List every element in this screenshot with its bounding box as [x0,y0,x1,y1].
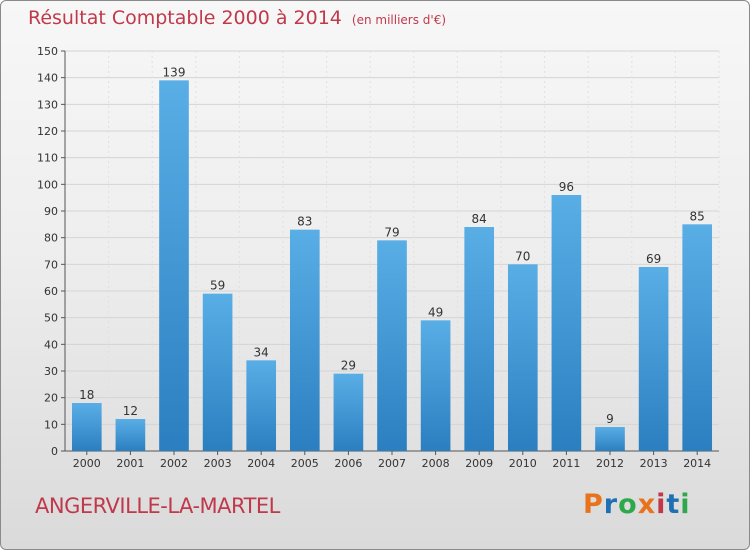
bar-2011 [551,195,582,451]
logo-letter: i [680,489,691,520]
bar-value-label: 79 [384,225,399,239]
x-tick-label: 2014 [683,457,711,470]
y-tick-label: 80 [44,232,58,245]
y-tick-label: 140 [37,72,58,85]
logo-letter: i [656,489,667,520]
bar-2010 [507,264,538,451]
y-tick-label: 110 [37,152,58,165]
y-tick-label: 30 [44,365,58,378]
y-tick-label: 40 [44,338,58,351]
x-tick-label: 2011 [552,457,580,470]
bar-2005 [289,229,320,451]
bar-value-label: 70 [515,249,530,263]
bar-value-label: 69 [646,252,661,266]
bar-value-label: 34 [254,345,269,359]
x-tick-label: 2001 [116,457,144,470]
x-tick-label: 2002 [160,457,188,470]
x-tick-label: 2005 [291,457,319,470]
bar-2009 [464,227,495,451]
logo-letter: x [637,489,657,520]
bars [71,80,713,451]
bar-value-label: 12 [123,404,138,418]
y-tick-label: 100 [37,178,58,191]
bar-value-label: 85 [690,209,705,223]
bar-2006 [333,373,364,451]
x-tick-label: 2006 [334,457,362,470]
y-tick-label: 10 [44,418,58,431]
bar-value-label: 49 [428,305,443,319]
proxiti-logo: Proxiti [583,489,691,520]
x-tick-label: 2007 [378,457,406,470]
bar-value-label: 83 [297,215,312,229]
logo-letter: t [666,489,681,520]
labels: 0 10 20 30 40 50 60 70 80 90 100 110 120 130 140 150 18 2… [37,45,711,470]
bar-value-label: 29 [341,359,356,373]
bar-value-label: 9 [606,412,614,426]
commune-name: ANGERVILLE-LA-MARTEL [35,494,280,518]
y-tick-label: 90 [44,205,58,218]
y-tick-label: 0 [51,445,58,458]
bar-2001 [115,419,146,451]
bar-2012 [595,427,625,451]
bar-2003 [202,293,233,451]
y-tick-label: 20 [44,392,58,405]
x-tick-label: 2008 [422,457,450,470]
chart-title-text: Résultat Comptable 2000 à 2014 [28,7,342,29]
x-tick-label: 2010 [509,457,537,470]
bar-2002 [159,80,189,451]
logo-letter: P [583,489,604,520]
y-tick-label: 150 [37,45,58,58]
y-tick-label: 120 [37,125,58,138]
logo-letter: r [603,489,619,520]
x-tick-label: 2003 [204,457,232,470]
bar-value-label: 59 [210,279,225,293]
y-tick-label: 50 [44,312,58,325]
bar-value-label: 139 [163,65,186,79]
x-tick-label: 2013 [640,457,668,470]
bar-2007 [377,240,407,451]
logo-letter: o [618,489,638,520]
y-tick-label: 130 [37,98,58,111]
y-tick-label: 60 [44,285,58,298]
x-tick-label: 2000 [73,457,101,470]
bar-2008 [420,320,451,451]
chart-unit: (en milliers d'€) [351,13,447,27]
bar-value-label: 18 [79,388,94,402]
bar-2013 [638,267,669,451]
bar-2000 [71,403,102,451]
x-tick-label: 2012 [596,457,624,470]
x-tick-label: 2004 [247,457,275,470]
bar-2004 [246,360,277,451]
bar-2014 [682,224,713,451]
bar-value-label: 84 [472,212,487,226]
chart-title: Résultat Comptable 2000 à 2014 (en millie… [28,7,446,29]
y-tick-label: 70 [44,258,58,271]
x-tick-label: 2009 [465,457,493,470]
bar-value-label: 96 [559,180,574,194]
